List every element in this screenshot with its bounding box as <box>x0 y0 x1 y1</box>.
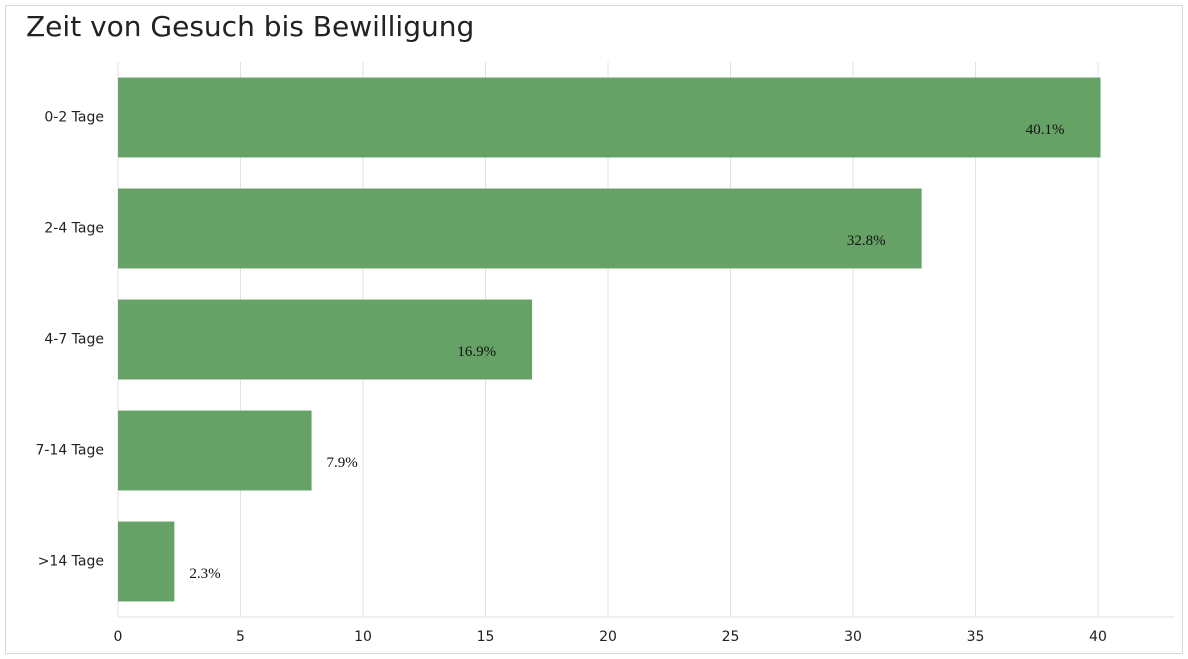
value-label: 40.1% <box>1026 122 1065 138</box>
x-tick-label: 30 <box>844 629 862 645</box>
x-tick-label: 0 <box>114 629 123 645</box>
bar <box>118 299 533 380</box>
chart-title: Zeit von Gesuch bis Bewilligung <box>26 10 474 43</box>
bar <box>118 77 1101 158</box>
y-tick-label: 4-7 Tage <box>44 332 104 348</box>
x-tick-label: 10 <box>354 629 372 645</box>
bar <box>118 188 922 269</box>
x-tick-label: 35 <box>967 629 985 645</box>
y-tick-label: 0-2 Tage <box>44 110 104 126</box>
bar <box>118 410 312 491</box>
x-tick-label: 15 <box>477 629 495 645</box>
y-tick-label: 2-4 Tage <box>44 221 104 237</box>
y-tick-label: >14 Tage <box>38 554 104 570</box>
x-tick-label: 25 <box>722 629 740 645</box>
frame <box>5 5 1183 654</box>
x-tick-label: 5 <box>236 629 245 645</box>
value-label: 2.3% <box>189 566 220 582</box>
x-tick-label: 40 <box>1089 629 1107 645</box>
value-label: 16.9% <box>457 344 496 360</box>
x-tick-label: 20 <box>599 629 617 645</box>
value-label: 7.9% <box>327 455 358 471</box>
value-label: 32.8% <box>847 233 886 249</box>
y-tick-label: 7-14 Tage <box>35 443 104 459</box>
bar <box>118 521 175 602</box>
